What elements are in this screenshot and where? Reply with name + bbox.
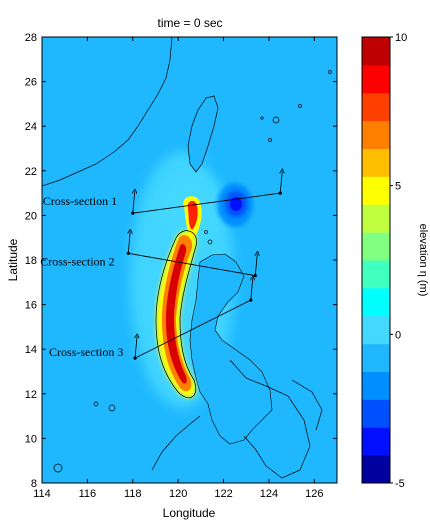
- x-tick-label: 116: [79, 488, 97, 500]
- y-tick-label: 20: [25, 210, 37, 222]
- colorbar-tick-label: -5: [395, 478, 405, 490]
- x-tick-label: 118: [124, 488, 142, 500]
- cross-section-endpoint: [126, 251, 130, 255]
- y-tick-label: 24: [25, 121, 37, 133]
- colorbar-label: elevation η (m): [417, 224, 429, 297]
- cross-section-arrow: [255, 254, 257, 276]
- y-tick-label: 26: [25, 77, 37, 89]
- cross-section-label: Cross-section 2: [40, 254, 114, 268]
- cross-section-arrow: [128, 231, 130, 254]
- colorbar-segment: [362, 176, 390, 205]
- palawan-coast: [151, 415, 201, 471]
- cross-section-endpoint: [133, 356, 137, 360]
- china-coast: [42, 37, 173, 187]
- colorbar: -5 0 5 10: [361, 32, 407, 490]
- cross-section-label: Cross-section 1: [43, 194, 117, 208]
- y-tick-label: 8: [31, 478, 37, 490]
- colorbar-segment: [362, 64, 390, 94]
- taiwan-land: [187, 95, 219, 173]
- uplift-orange: [162, 234, 193, 392]
- cross-section-arrow: [133, 191, 135, 214]
- colorbar-segment: [362, 371, 390, 400]
- y-tick-label: 10: [25, 433, 37, 445]
- colorbar-segment: [362, 260, 390, 289]
- mindanao-coast: [291, 379, 323, 431]
- y-tick-label: 28: [25, 32, 37, 44]
- luzon-land: [189, 253, 273, 445]
- visayas-coast: [229, 359, 311, 479]
- map-plot: [42, 37, 337, 483]
- x-tick-label: 126: [305, 488, 323, 500]
- x-axis: 114 116 118 120 122 124 126: [33, 37, 323, 500]
- y-tick-label: 14: [25, 344, 37, 356]
- y-tick-label: 12: [25, 389, 37, 401]
- cross-sections: Cross-section 1 Cross-section 2 Cross-sect…: [40, 171, 282, 360]
- uplift-north-red: [187, 200, 198, 230]
- colorbar-segment: [362, 92, 390, 122]
- y-tick-label: 22: [25, 166, 37, 178]
- colorbar-segment: [362, 148, 390, 177]
- cross-section-line: [132, 192, 281, 214]
- y-axis-label: Latitude: [6, 238, 20, 281]
- cross-section-label: Cross-section 3: [49, 345, 123, 359]
- colorbar-segment: [362, 232, 390, 261]
- x-tick-label: 120: [169, 488, 187, 500]
- colorbar-tick-label: 10: [395, 32, 407, 44]
- colorbar-segment: [362, 427, 390, 456]
- x-tick-label: 124: [260, 488, 278, 500]
- uplift-contour: [155, 230, 197, 399]
- colorbar-segment: [362, 120, 390, 149]
- chart-title: time = 0 sec: [157, 16, 222, 30]
- cross-section-line: [128, 252, 256, 277]
- colorbar-frame: [361, 36, 391, 484]
- colorbar-segment: [362, 399, 390, 428]
- x-tick-label: 122: [214, 488, 232, 500]
- x-tick-label: 114: [33, 488, 51, 500]
- small-islands: [53, 70, 332, 473]
- uplift-red: [166, 244, 187, 384]
- colorbar-segment: [362, 343, 390, 372]
- cross-section-line: [134, 299, 251, 359]
- y-axis: 8 10 12 14 16 18 20 22 24 26 28: [25, 32, 337, 490]
- colorbar-segment: [362, 37, 390, 66]
- colorbar-segment: [362, 204, 390, 233]
- colorbar-segment: [362, 287, 390, 317]
- cross-section-arrow: [251, 278, 253, 301]
- colorbar-segment: [362, 455, 390, 484]
- cross-section-arrow: [135, 336, 137, 359]
- cross-section-arrow: [280, 171, 282, 194]
- subsidence-core: [230, 197, 242, 211]
- y-tick-label: 18: [25, 255, 37, 267]
- colorbar-tick-label: 5: [395, 181, 401, 193]
- y-tick-label: 16: [25, 300, 37, 312]
- x-axis-label: Longitude: [163, 506, 216, 520]
- colorbar-segment: [362, 315, 390, 345]
- colorbar-tick-label: 0: [395, 329, 401, 341]
